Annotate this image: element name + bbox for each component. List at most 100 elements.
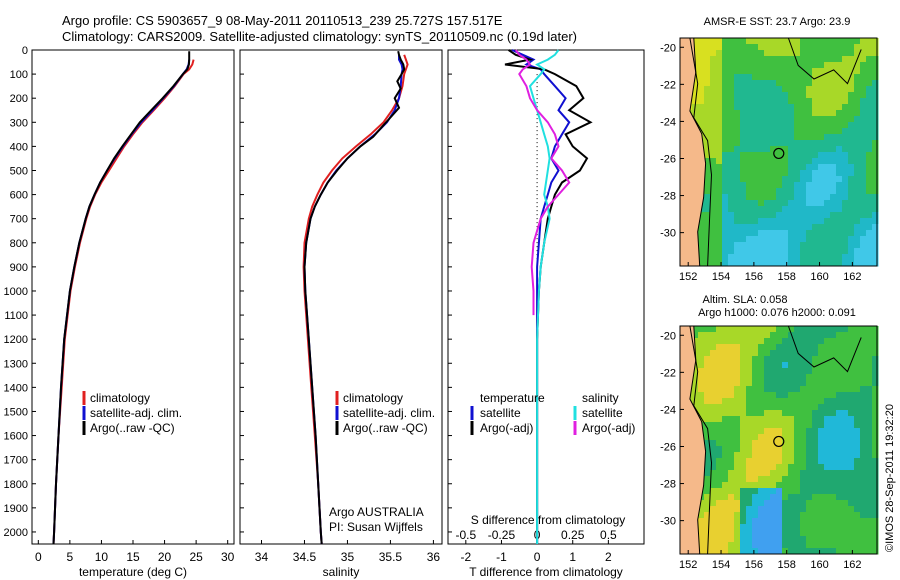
map-cell xyxy=(860,206,867,213)
map-cell xyxy=(716,536,723,543)
map-cell xyxy=(752,344,759,351)
map-cell xyxy=(800,542,807,549)
lat-tick-label: -26 xyxy=(660,441,676,453)
map-cell xyxy=(830,182,837,189)
map-cell xyxy=(866,248,873,255)
map-cell xyxy=(716,350,723,357)
map-cell xyxy=(800,80,807,87)
map-cell xyxy=(722,332,729,339)
map-cell xyxy=(770,104,777,111)
map-cell xyxy=(830,344,837,351)
map-cell xyxy=(728,500,735,507)
map-cell xyxy=(770,422,777,429)
map-cell xyxy=(824,116,831,123)
map-cell xyxy=(836,212,843,219)
map-cell xyxy=(704,464,711,471)
map-cell xyxy=(722,482,729,489)
map-cell xyxy=(734,62,741,69)
map-cell xyxy=(746,512,753,519)
map-cell xyxy=(710,98,717,105)
coast-contour xyxy=(689,37,713,267)
map-cell xyxy=(746,440,753,447)
map-cell xyxy=(812,500,819,507)
map-cell xyxy=(806,428,813,435)
map-cell xyxy=(812,446,819,453)
map-cell xyxy=(704,428,711,435)
map-cell xyxy=(800,392,807,399)
map-cell xyxy=(752,464,759,471)
map-cell xyxy=(698,50,705,57)
map-cell xyxy=(764,524,771,531)
map-cell xyxy=(872,44,879,51)
map-cell xyxy=(782,176,789,183)
map-cell xyxy=(866,236,873,243)
map-cell xyxy=(776,368,783,375)
map-cell xyxy=(818,332,825,339)
map-cell xyxy=(698,74,705,81)
map-cell xyxy=(704,404,711,411)
map-cell xyxy=(776,206,783,213)
map-cell xyxy=(758,254,765,261)
map-cell xyxy=(848,116,855,123)
map-cell xyxy=(734,392,741,399)
map-cell xyxy=(794,344,801,351)
map-cell xyxy=(770,470,777,477)
map-cell xyxy=(782,188,789,195)
map-cell xyxy=(830,548,837,555)
map-cell xyxy=(728,452,735,459)
sst-map: 152 154 156 158 160 162-20-22-24-26-28-30 xyxy=(660,37,879,283)
argo-float-marker xyxy=(773,147,785,160)
map-cell xyxy=(818,464,825,471)
map-cell xyxy=(764,476,771,483)
map-cell xyxy=(698,536,705,543)
map-cell xyxy=(800,212,807,219)
temperature-panel-frame xyxy=(31,49,235,545)
map-cell xyxy=(776,350,783,357)
map-cell xyxy=(758,362,765,369)
map-cell xyxy=(776,326,783,333)
map-cell xyxy=(746,374,753,381)
map-cell xyxy=(776,416,783,423)
map-cell xyxy=(800,74,807,81)
map-cell xyxy=(854,122,861,129)
map-cell xyxy=(692,326,699,333)
map-cell xyxy=(764,62,771,69)
x-tick-label: -1 xyxy=(496,550,507,564)
map-cell xyxy=(800,236,807,243)
map-cell xyxy=(698,68,705,75)
map-cell xyxy=(812,74,819,81)
map-cell xyxy=(872,374,879,381)
map-cell xyxy=(722,92,729,99)
map-cell xyxy=(830,524,837,531)
map-cell xyxy=(866,104,873,111)
copyright-timestamp: ©IMOS 28-Sep-2011 19:32:20 xyxy=(884,404,896,552)
depth-tick-label: 200 xyxy=(10,93,28,105)
map-cell xyxy=(836,134,843,141)
map-cell xyxy=(764,344,771,351)
map-cell xyxy=(794,332,801,339)
map-cell xyxy=(818,524,825,531)
legend-s-argo-adj: Argo(-adj) xyxy=(582,421,635,435)
map-cell xyxy=(776,404,783,411)
map-cell xyxy=(800,524,807,531)
map-cell xyxy=(716,386,723,393)
map-cell xyxy=(800,92,807,99)
map-cell xyxy=(734,170,741,177)
map-cell xyxy=(704,230,711,237)
map-cell xyxy=(872,62,879,69)
map-cell xyxy=(806,44,813,51)
map-cell xyxy=(788,164,795,171)
map-cell xyxy=(836,452,843,459)
map-cell xyxy=(740,494,747,501)
map-cell xyxy=(794,428,801,435)
map-cell xyxy=(860,242,867,249)
map-cell xyxy=(692,398,699,405)
series-line-salinity-argo-adj- xyxy=(514,49,571,316)
map-cell xyxy=(842,422,849,429)
map-cell xyxy=(728,512,735,519)
map-cell xyxy=(746,536,753,543)
map-cell xyxy=(776,104,783,111)
map-cell xyxy=(866,158,873,165)
map-cell xyxy=(692,332,699,339)
map-cell xyxy=(824,248,831,255)
